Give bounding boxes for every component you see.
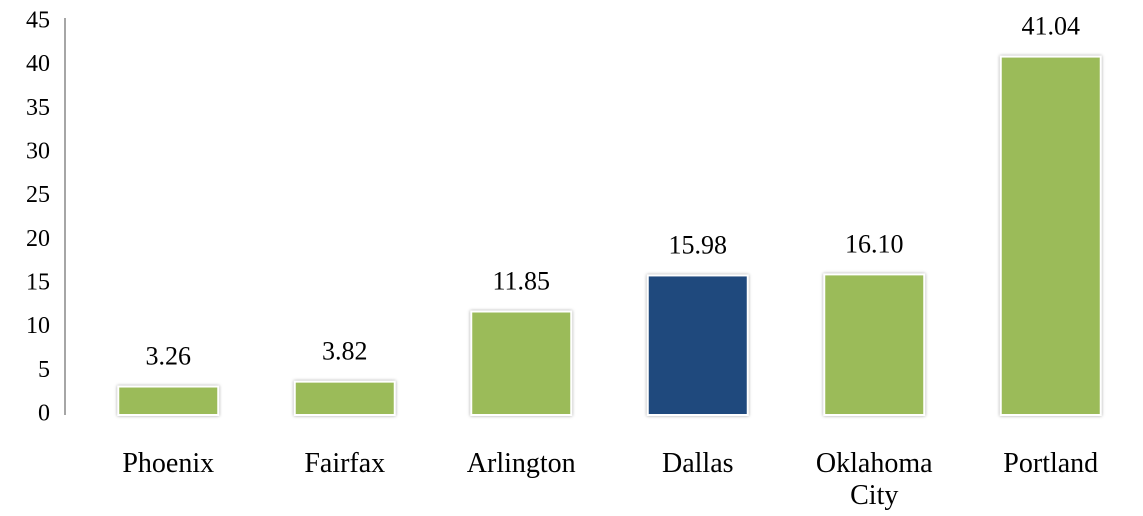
bar — [823, 273, 926, 417]
x-tick-label: Arlington — [466, 448, 576, 479]
y-tick-label: 35 — [26, 95, 50, 121]
y-tick-label: 0 — [38, 401, 50, 427]
value-label: 15.98 — [669, 230, 728, 259]
value-label: 3.82 — [322, 337, 368, 366]
x-tick-label-box: Fairfax — [304, 448, 386, 479]
x-tick-label: Dallas — [661, 448, 734, 479]
y-tick-label: 20 — [26, 226, 50, 252]
y-tick-label: 25 — [26, 182, 50, 208]
bar — [293, 380, 396, 417]
value-label: 41.04 — [1022, 12, 1081, 41]
y-tick-label: 15 — [26, 270, 50, 296]
y-tick-label: 30 — [26, 139, 50, 165]
x-tick-label: Portland — [1003, 448, 1099, 479]
y-tick-label: 45 — [26, 8, 50, 34]
x-tick-label-box: Phoenix — [122, 448, 215, 479]
y-tick-label: 10 — [26, 313, 50, 339]
x-tick-label-box: Dallas — [661, 448, 734, 479]
x-tick-label: Fairfax — [304, 448, 386, 479]
x-tick-label-box: Portland — [1003, 448, 1099, 479]
x-tick-label: Phoenix — [122, 448, 215, 479]
bar — [470, 310, 573, 417]
bar — [117, 385, 220, 416]
value-label: 11.85 — [492, 266, 550, 295]
value-label: 3.26 — [146, 341, 192, 370]
x-tick-label-box: Arlington — [466, 448, 576, 479]
x-tick-label-box: Oklahoma City — [815, 448, 933, 511]
x-tick-label: Oklahoma City — [815, 448, 933, 511]
y-tick-label: 5 — [38, 357, 50, 383]
value-label: 16.10 — [845, 229, 904, 258]
bar — [646, 274, 749, 417]
bar — [999, 55, 1102, 416]
y-tick-label: 40 — [26, 51, 50, 77]
